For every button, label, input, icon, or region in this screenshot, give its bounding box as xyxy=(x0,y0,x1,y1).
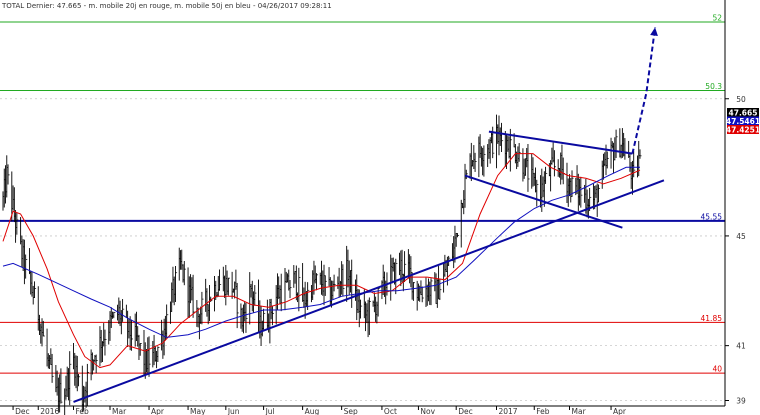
level-label-52: 52 xyxy=(712,13,722,22)
price-label-47.665: 47.665 xyxy=(729,109,758,118)
price-label-47.5461: 47.5461 xyxy=(726,117,760,126)
price-label-47.4251: 47.4251 xyxy=(726,126,760,135)
x-axis-ticks: Dec 2016 Feb Mar Apr May Jun Jul Aug Sep Oct Nov Dec… xyxy=(12,406,627,415)
level-labels: 52 50.3 45.55 41.85 40 xyxy=(701,13,723,373)
y-tick-label-41: 41 xyxy=(736,342,746,351)
moving-average-50d xyxy=(2,166,640,338)
x-tick-label-Jun: Jun xyxy=(227,407,240,415)
x-tick-label-Nov: Nov xyxy=(420,407,435,415)
projection-arrow xyxy=(631,27,657,154)
level-label-40: 40 xyxy=(712,365,722,374)
x-tick-label-Aug: Aug xyxy=(305,407,320,415)
x-tick-label-2017: 2017 xyxy=(498,407,517,415)
gridlines xyxy=(0,98,725,401)
x-tick-label-Dec: Dec xyxy=(458,407,473,415)
x-tick-label-May: May xyxy=(190,407,206,415)
channel-upper xyxy=(488,130,633,155)
x-tick-label-2016: 2016 xyxy=(40,407,59,415)
chart-title: TOTAL Dernier: 47.665 - m. mobile 20j en… xyxy=(1,2,332,10)
x-tick-label-Apr: Apr xyxy=(613,407,627,415)
x-tick-label-Feb: Feb xyxy=(536,407,550,415)
price-label-box-47.5461 xyxy=(727,116,759,126)
trendlines xyxy=(73,27,665,403)
moving-averages xyxy=(2,153,641,369)
y-tick-label-45: 45 xyxy=(736,232,746,241)
x-tick-label-Jul: Jul xyxy=(265,407,275,415)
channel-lower xyxy=(464,174,623,229)
projection-arrowhead xyxy=(650,27,658,36)
x-tick-label-Oct: Oct xyxy=(384,407,397,415)
y-tick-label-39: 39 xyxy=(736,397,746,406)
x-tick-label-Sep: Sep xyxy=(344,407,358,415)
level-label-41.85: 41.85 xyxy=(701,314,723,323)
x-tick-label-Dec: Dec xyxy=(15,407,30,415)
y-tick-label-50: 50 xyxy=(736,95,746,104)
x-tick-label-Feb: Feb xyxy=(75,407,89,415)
x-tick-label-Mar: Mar xyxy=(112,407,127,415)
price-label-box-47.665 xyxy=(727,108,759,117)
level-label-45.55: 45.55 xyxy=(701,212,723,221)
level-label-50.3: 50.3 xyxy=(705,82,722,91)
x-tick-label-Mar: Mar xyxy=(572,407,587,415)
support-trendline xyxy=(73,179,665,403)
y-axis-panel xyxy=(725,0,760,415)
price-label-box-47.4251 xyxy=(727,125,759,134)
x-tick-label-Apr: Apr xyxy=(151,407,165,415)
y-axis-ticks: 50 45 41 39 xyxy=(725,95,746,406)
moving-average-20d xyxy=(2,153,641,369)
